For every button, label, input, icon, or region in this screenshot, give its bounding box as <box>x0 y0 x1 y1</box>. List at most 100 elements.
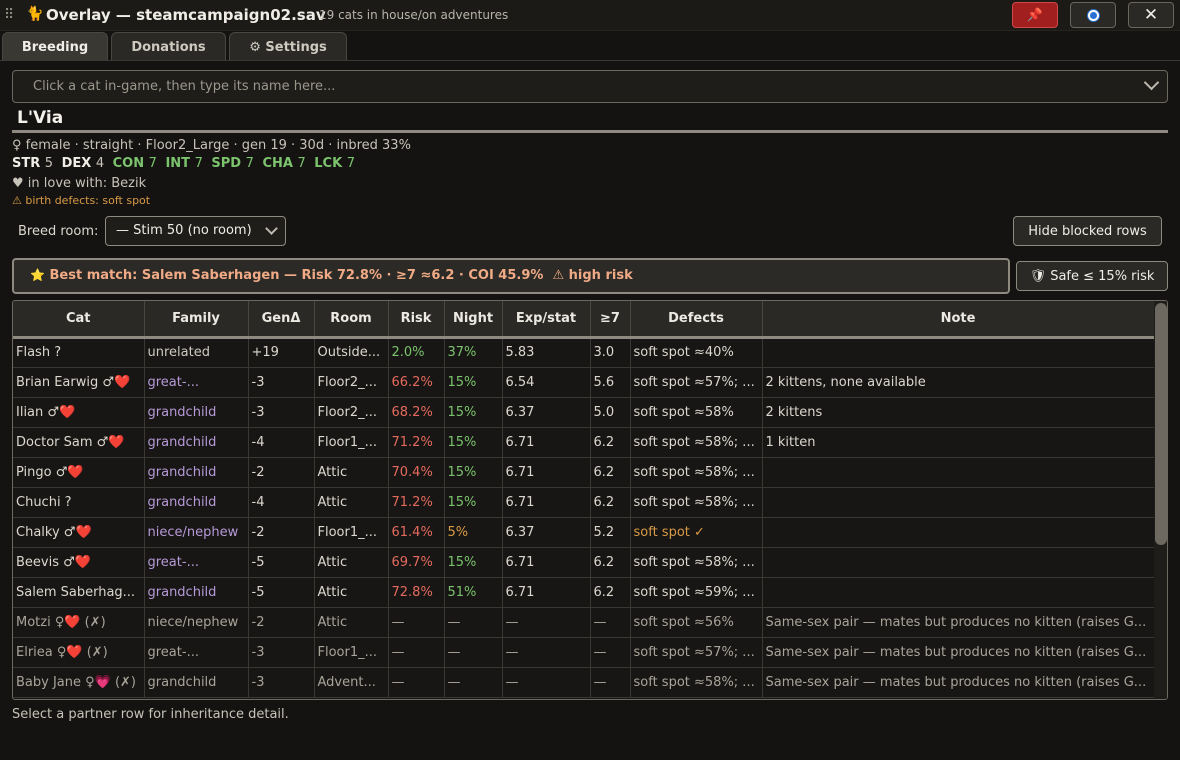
cell-exp-stat: 6.37 <box>502 397 591 428</box>
cat-info: ♀ female · straight · Floor2_Large · gen… <box>12 138 411 153</box>
table-row[interactable]: Beevis ♂❤️ great-... -5 Attic 69.7% 15% 6.71 6.… <box>13 547 1155 578</box>
cell-cat: Doctor Sam ♂❤️ <box>13 427 145 458</box>
col-defects[interactable]: Defects <box>630 301 763 339</box>
cell-cat: Chalky ♂❤️ <box>13 517 145 548</box>
col-cat[interactable]: Cat <box>13 301 145 339</box>
table-row[interactable]: Brian Earwig ♂❤️ great-... -3 Floor2_... 66.… <box>13 367 1155 398</box>
stat-dex-value: 4 <box>95 156 105 171</box>
cell-risk: 69.7% <box>388 547 445 578</box>
cell-night: — <box>444 637 503 668</box>
cell-family: great-... <box>144 637 249 668</box>
tab-breeding[interactable]: Breeding <box>2 32 108 61</box>
cell-family: grandchild <box>144 427 249 458</box>
cell-gen-delta: +19 <box>248 337 315 368</box>
cell-cat: Ilian ♂❤️ <box>13 397 145 428</box>
cell-defects: soft spot ≈57%; ... <box>630 367 763 398</box>
table-row[interactable]: Ilian ♂❤️ grandchild -3 Floor2_... 68.2% 15% 6… <box>13 397 1155 428</box>
cell-exp-stat: 6.71 <box>502 547 591 578</box>
table-row[interactable]: Doctor Sam ♂❤️ grandchild -4 Floor1_... 71.2… <box>13 427 1155 458</box>
cell-defects: soft spot ≈58%; ... <box>630 457 763 488</box>
pin-icon: 📌 <box>1026 7 1044 23</box>
table-row[interactable]: Elriea ♀❤️ (✗) great-... -3 Floor1_... — — — — s… <box>13 637 1155 668</box>
cell-family: grandchild <box>144 667 249 698</box>
cell-defects: soft spot ≈58%; ... <box>630 427 763 458</box>
table-row[interactable]: Flash ? unrelated +19 Outside... 2.0% 37% 5.83… <box>13 337 1155 368</box>
col-gen-delta[interactable]: GenΔ <box>248 301 315 339</box>
cat-search-input[interactable] <box>33 79 1133 94</box>
chevron-down-icon[interactable] <box>1143 74 1160 91</box>
cell-note <box>762 457 1155 488</box>
cell-ge7: 6.2 <box>590 457 631 488</box>
table-row[interactable]: Chalky ♂❤️ niece/nephew -2 Floor1_... 61.4% 5… <box>13 517 1155 548</box>
cell-ge7: 5.2 <box>590 517 631 548</box>
best-match-banner[interactable]: ⭐ Best match: Salem Saberhagen — Risk 72… <box>12 258 1010 294</box>
birth-defects: ⚠ birth defects: soft spot <box>12 194 151 207</box>
cell-note: Same-sex pair — mates but produces no ki… <box>762 667 1155 698</box>
love-status: ♥ in love with: Bezik <box>12 176 147 191</box>
table-row[interactable]: Motzi ♀❤️ (✗) niece/nephew -2 Attic — — — — soft… <box>13 607 1155 638</box>
cell-family: great-... <box>144 367 249 398</box>
cat-name: L'Via <box>17 108 64 128</box>
cell-family: niece/nephew <box>144 607 249 638</box>
breed-room-label: Breed room: <box>18 224 99 239</box>
cell-ge7: — <box>590 667 631 698</box>
hide-blocked-button[interactable]: Hide blocked rows <box>1013 216 1162 246</box>
cell-family: grandchild <box>144 487 249 518</box>
table-body: Flash ? unrelated +19 Outside... 2.0% 37% 5.83… <box>13 337 1155 698</box>
cell-room: Attic <box>314 577 389 608</box>
cat-stats: STR 5 DEX 4 CON 7 INT 7 SPD 7 CHA 7 LCK … <box>12 156 359 171</box>
cell-exp-stat: 6.71 <box>502 577 591 608</box>
cell-note <box>762 517 1155 548</box>
tab-donations[interactable]: Donations <box>111 32 226 61</box>
cell-risk: 68.2% <box>388 397 445 428</box>
cell-gen-delta: -5 <box>248 547 315 578</box>
cell-night: 37% <box>444 337 503 368</box>
col-family[interactable]: Family <box>144 301 249 339</box>
pin-button[interactable]: 📌 <box>1012 2 1058 28</box>
col-exp-stat[interactable]: Exp/stat <box>502 301 591 339</box>
col-night[interactable]: Night <box>444 301 503 339</box>
stat-lck-value: 7 <box>346 156 355 171</box>
table-row[interactable]: Pingo ♂❤️ grandchild -2 Attic 70.4% 15% 6.71 6.… <box>13 457 1155 488</box>
close-button[interactable]: ✕ <box>1128 2 1174 28</box>
cell-defects: soft spot ≈58%; ... <box>630 667 763 698</box>
col-risk[interactable]: Risk <box>388 301 445 339</box>
title-bar: ⠿ 🐈 Overlay — steamcampaign02.sav 19 cat… <box>0 0 1180 31</box>
tab-settings[interactable]: ⚙ Settings <box>229 32 347 61</box>
table-row[interactable]: Salem Saberhag... grandchild -5 Attic 72.8% 5… <box>13 577 1155 608</box>
cell-risk: — <box>388 667 445 698</box>
table-row[interactable]: Baby Jane ♀💗 (✗) grandchild -3 Advent... — — —… <box>13 667 1155 698</box>
close-icon: ✕ <box>1143 5 1159 25</box>
cell-night: 15% <box>444 397 503 428</box>
cell-gen-delta: -3 <box>248 367 315 398</box>
safe-filter-button[interactable]: 🛡 Safe ≤ 15% risk <box>1016 261 1168 291</box>
cell-family: grandchild <box>144 457 249 488</box>
col-room[interactable]: Room <box>314 301 389 339</box>
scrollbar-thumb[interactable] <box>1155 303 1167 545</box>
drag-handle-icon[interactable]: ⠿ <box>4 7 14 23</box>
cell-ge7: 6.2 <box>590 427 631 458</box>
table-row[interactable]: Chuchi ? grandchild -4 Attic 71.2% 15% 6.71 6.2… <box>13 487 1155 518</box>
stat-spd-value: 7 <box>245 156 254 171</box>
cell-ge7: 5.6 <box>590 367 631 398</box>
visibility-button[interactable] <box>1070 2 1116 28</box>
cell-defects: soft spot ≈57%; ... <box>630 637 763 668</box>
cell-note: 2 kittens <box>762 397 1155 428</box>
cell-room: Floor2_... <box>314 397 389 428</box>
breed-room-select[interactable]: — Stim 50 (no room) <box>105 216 286 246</box>
cell-family: grandchild <box>144 397 249 428</box>
cat-count: 19 cats in house/on adventures <box>319 8 509 22</box>
cell-note: Same-sex pair — mates but produces no ki… <box>762 607 1155 638</box>
cell-risk: 70.4% <box>388 457 445 488</box>
cell-ge7: 3.0 <box>590 337 631 368</box>
col-note[interactable]: Note <box>762 301 1155 339</box>
cell-defects: soft spot ≈56% <box>630 607 763 638</box>
cell-room: Attic <box>314 547 389 578</box>
cell-room: Attic <box>314 457 389 488</box>
high-risk-warning: ⚠ high risk <box>552 268 633 283</box>
cell-exp-stat: 6.37 <box>502 517 591 548</box>
window-title: Overlay — steamcampaign02.sav <box>46 6 326 24</box>
col-ge7[interactable]: ≥7 <box>590 301 631 339</box>
cell-cat: Motzi ♀❤️ (✗) <box>13 607 145 638</box>
cat-search-combobox[interactable] <box>12 70 1168 103</box>
